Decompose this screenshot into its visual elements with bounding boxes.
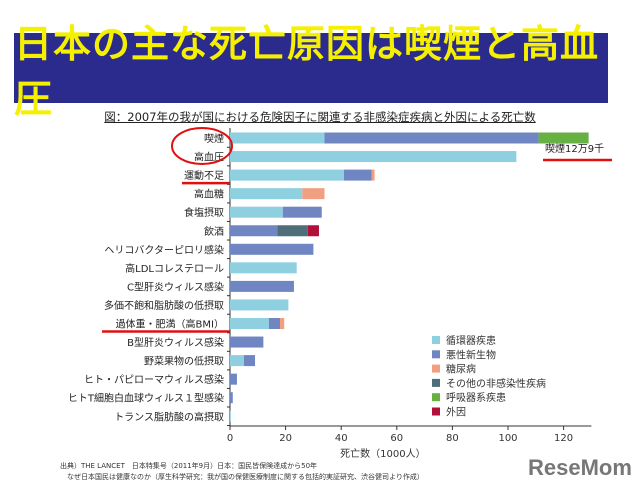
bar-segment (324, 132, 539, 144)
bar-segment (230, 188, 303, 200)
annotation-text: 喫煙12万9千 (545, 143, 604, 155)
category-label: ヒトT細胞白血球ウィルス１型感染 (68, 392, 224, 405)
x-tick-label: 20 (279, 433, 292, 444)
category-label: トランス脂肪酸の高摂取 (114, 410, 224, 423)
legend-label: その他の非感染性疾病 (446, 377, 546, 390)
slide-title: 日本の主な死亡原因は喫煙と高血圧 (14, 22, 600, 121)
bar-segment (230, 243, 314, 255)
legend-label: 悪性新生物 (446, 348, 496, 361)
legend-label: 外因 (446, 407, 466, 419)
category-label: 高血圧 (194, 151, 224, 164)
category-label: 飲酒 (204, 225, 224, 238)
category-label: 運動不足 (184, 169, 224, 182)
bar-segment (230, 355, 244, 367)
legend-swatch (432, 378, 440, 387)
x-tick-label: 120 (554, 433, 573, 444)
highlight-circle (171, 127, 233, 165)
bar-segment (230, 262, 297, 274)
category-label: C型肝炎ウィルス感染 (127, 280, 224, 293)
bar-segment (307, 225, 319, 237)
source-line-2: なぜ日本国民は健康なのか（厚生科学研究：我が国の保健医療制度に関する包括的実証研… (60, 473, 424, 481)
bar-segment (230, 280, 294, 292)
bar-segment (243, 355, 256, 367)
category-label: B型肝炎ウィルス感染 (127, 336, 224, 349)
category-label: ヘリコバクターピロリ感染 (104, 243, 224, 256)
resemom-logo: ReseMom (528, 455, 632, 480)
bar-segment (230, 373, 237, 385)
x-tick-label: 80 (446, 433, 459, 444)
legend-swatch (432, 393, 440, 402)
bar-segment (230, 392, 233, 404)
legend-swatch (432, 407, 440, 416)
category-label: 高LDLコレステロール (125, 262, 224, 275)
bar-segment (280, 318, 285, 329)
x-tick-label: 60 (390, 433, 403, 444)
bar-segment (268, 318, 281, 329)
chart-title: 図：2007年の我が国における危険因子に関連する非感染症疾病と外因による死亡数 (104, 110, 536, 124)
bar-segment (230, 206, 283, 218)
x-tick-label: 40 (335, 433, 348, 444)
title-banner: 日本の主な死亡原因は喫煙と高血圧 (14, 22, 608, 121)
category-label: 食塩摂取 (184, 206, 224, 219)
x-tick-label: 100 (498, 433, 517, 444)
bar-segment (230, 410, 231, 422)
legend-swatch (432, 350, 440, 359)
bar-segment (302, 188, 325, 200)
x-axis-label: 死亡数（1000人） (340, 447, 425, 460)
bar-segment (230, 169, 344, 181)
bar-segment (371, 169, 375, 181)
bar-segment (538, 132, 589, 144)
category-label: 高血糖 (194, 188, 224, 201)
bar-segment (277, 225, 308, 237)
legend-label: 呼吸器系疾患 (446, 391, 506, 404)
bar-segment (230, 225, 278, 237)
category-label: 喫煙 (204, 133, 224, 145)
bar-segment (282, 206, 322, 218)
legend-label: 糖尿病 (446, 363, 476, 376)
bar-segment (230, 299, 289, 311)
bar-segment (230, 151, 517, 163)
category-label: ヒト・パピローマウィルス感染 (84, 373, 224, 386)
category-label: 野菜果物の低摂取 (144, 355, 224, 368)
category-label: 過体重・肥満（高BMI） (116, 318, 224, 331)
x-tick-label: 0 (227, 433, 233, 444)
legend-label: 循環器疾患 (446, 334, 496, 347)
category-label: 多価不飽和脂肪酸の低摂取 (104, 299, 224, 312)
bar-segment (230, 318, 269, 329)
bar-segment (343, 169, 372, 181)
source-line-1: 出典）THE LANCET 日本特集号（2011年9月）日本：国民皆保険達成から… (60, 462, 318, 470)
bar-segment (230, 336, 264, 348)
legend-swatch (432, 364, 440, 373)
legend-swatch (432, 336, 440, 344)
bar-segment (230, 132, 325, 144)
